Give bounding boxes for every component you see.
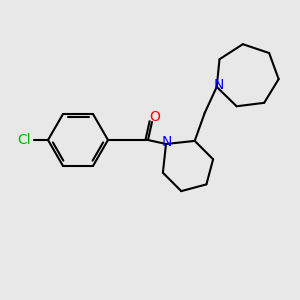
Text: N: N	[214, 78, 224, 92]
Text: N: N	[162, 135, 172, 149]
Text: O: O	[150, 110, 160, 124]
Text: Cl: Cl	[17, 133, 31, 147]
